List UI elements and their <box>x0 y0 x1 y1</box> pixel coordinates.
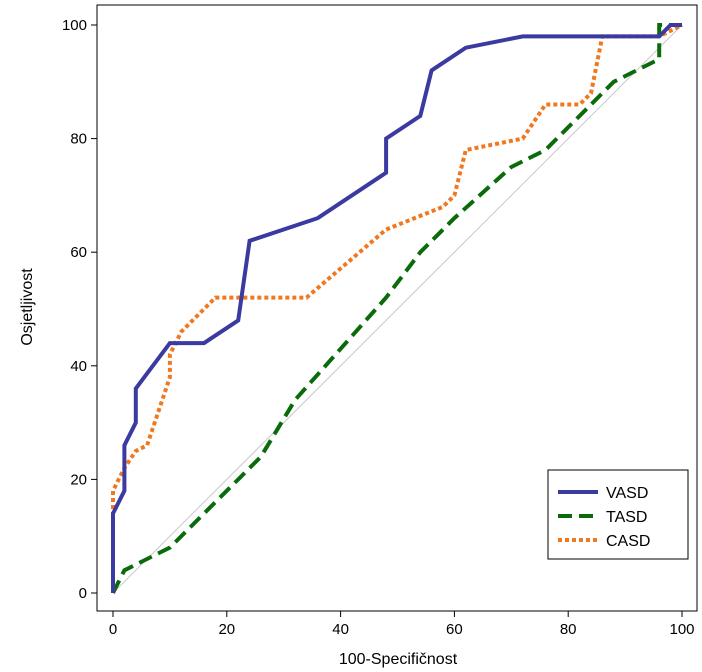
y-tick-label: 80 <box>70 131 87 148</box>
y-axis-label: Osjetljivost <box>19 268 36 346</box>
series-line-tasd <box>111 23 682 594</box>
legend-label-casd: CASD <box>606 533 650 550</box>
x-tick-label: 40 <box>332 621 349 638</box>
x-tick-label: 0 <box>109 621 117 638</box>
x-tick-label: 100 <box>669 621 694 638</box>
legend-label-tasd: TASD <box>606 509 647 526</box>
series-line-vasd <box>111 23 682 593</box>
x-axis-label: 100-Specifičnost <box>339 651 458 668</box>
x-tick-label: 80 <box>560 621 577 638</box>
axes: 0 20 40 60 80 100 0 20 40 60 80 100 <box>62 17 695 638</box>
legend: VASD TASD CASD <box>547 469 689 560</box>
reference-line-layer <box>112 24 683 594</box>
x-tick-label: 20 <box>218 621 235 638</box>
plot-frame <box>96 4 698 612</box>
x-tick-label: 60 <box>446 621 463 638</box>
y-tick-label: 20 <box>70 471 87 488</box>
series-layer <box>111 23 683 594</box>
series-line-casd <box>111 23 683 593</box>
y-tick-label: 40 <box>70 358 87 375</box>
y-tick-label: 100 <box>62 17 87 34</box>
y-tick-label: 60 <box>70 244 87 261</box>
plot-border <box>96 4 698 612</box>
reference-diagonal <box>112 24 683 594</box>
y-tick-label: 0 <box>79 585 87 602</box>
legend-label-vasd: VASD <box>606 485 648 502</box>
